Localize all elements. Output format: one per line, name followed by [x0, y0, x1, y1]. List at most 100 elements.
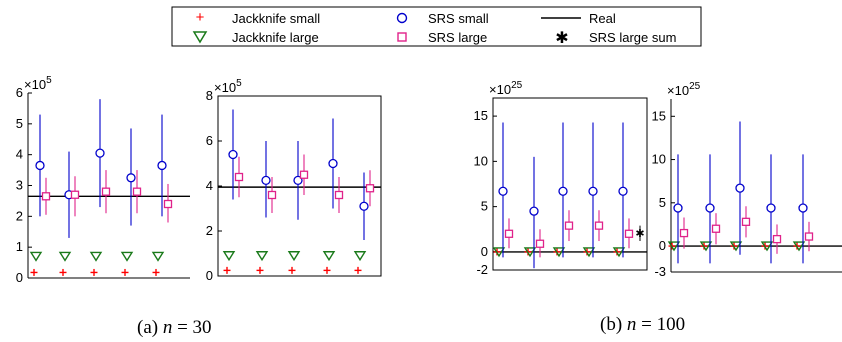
- jk-large-point: [492, 247, 506, 258]
- legend-label-real: Real: [589, 11, 616, 26]
- srs-small-point: [618, 186, 628, 196]
- y-tick-label: 5: [659, 195, 666, 210]
- y-tick-label: 2: [206, 223, 213, 238]
- srs-large-point: [594, 221, 604, 230]
- chart-panel-a1: 0 1 2 3 4 5 6×105: [16, 75, 190, 285]
- jk-small-point: [90, 268, 98, 276]
- srs-small-point: [498, 186, 508, 196]
- jk-large-point: [255, 251, 269, 262]
- jk-large-point: [667, 241, 681, 252]
- y-tick-label: 6: [206, 133, 213, 148]
- jk-small-point: [354, 266, 362, 274]
- legend-label-srs-large: SRS large: [428, 30, 487, 45]
- jk-small-point: [30, 268, 38, 276]
- srs-small-point: [673, 203, 683, 213]
- srs-large-point: [365, 184, 375, 193]
- srs-large-point: [334, 190, 344, 200]
- srs-large-point: [299, 170, 309, 179]
- jk-large-point: [58, 251, 72, 262]
- jk-small-point: [288, 266, 296, 274]
- chart-panel-a2: 0 2 4 6 8×105: [206, 78, 382, 283]
- caption-b: (b) n = 100: [600, 314, 685, 335]
- y-tick-label: 0: [659, 238, 666, 253]
- srs-large-point: [70, 190, 80, 199]
- y-tick-label: 5: [481, 199, 488, 214]
- legend-marker-srs-sum: ✱: [555, 30, 568, 47]
- y-tick-label: 8: [206, 88, 213, 103]
- chart-panel-b1: -2 0 5 10 15×1025 ✱: [474, 80, 648, 277]
- jk-large-point: [120, 251, 134, 262]
- srs-large-point: [564, 221, 574, 230]
- jk-small-point: [59, 268, 67, 276]
- plot-frame: [492, 97, 648, 271]
- srs-large-point: [504, 229, 514, 238]
- srs-small-point: [126, 173, 136, 183]
- srs-large-point: [234, 172, 244, 182]
- jk-large-point: [89, 251, 103, 262]
- jk-large-point: [222, 251, 236, 262]
- y-multiplier: ×1025: [667, 81, 701, 98]
- y-tick-label: -2: [476, 262, 488, 277]
- jk-large-point: [523, 247, 537, 258]
- legend-label-srs-sum: SRS large sum: [589, 30, 676, 45]
- y-tick-label: 10: [474, 153, 488, 168]
- srs-large-point: [624, 229, 634, 238]
- legend-marker-srs-large: [397, 32, 407, 42]
- srs-small-point: [735, 183, 745, 193]
- jk-small-point: [323, 266, 331, 274]
- y-tick-label: 2: [16, 208, 23, 223]
- srs-small-point: [798, 203, 808, 213]
- srs-large-point: [741, 217, 751, 226]
- caption-a: (a) n = 30: [137, 317, 212, 338]
- srs-large-point: [267, 190, 277, 200]
- srs-large-point: [101, 187, 111, 196]
- srs-small-point: [228, 149, 238, 160]
- y-tick-label: 15: [652, 108, 666, 123]
- chart-panel-b2: -3 0 5 10 15×1025: [652, 81, 842, 279]
- srs-small-point: [529, 206, 539, 216]
- srs-large-point: [535, 239, 545, 248]
- jk-small-point: [152, 268, 160, 276]
- srs-large-point: [163, 199, 173, 209]
- srs-small-point: [35, 160, 45, 171]
- srs-large-point: [804, 232, 814, 241]
- srs-small-point: [328, 158, 338, 169]
- jk-large-point: [151, 251, 165, 262]
- y-tick-label: 15: [474, 108, 488, 123]
- y-tick-label: 5: [16, 116, 23, 131]
- y-multiplier: ×105: [214, 78, 242, 95]
- legend: + Jackknife small Jackknife large SRS sm…: [171, 6, 702, 47]
- srs-small-point: [558, 186, 568, 196]
- y-multiplier: ×1025: [489, 80, 523, 97]
- y-tick-label: 0: [481, 244, 488, 259]
- srs-large-point: [41, 192, 51, 201]
- jk-small-point: [223, 266, 231, 274]
- srs-small-point: [766, 203, 776, 213]
- srs-large-point: [772, 234, 782, 244]
- srs-small-point: [95, 148, 105, 158]
- y-tick-label: 1: [16, 239, 23, 254]
- jk-small-point: [256, 266, 264, 274]
- jk-large-point: [322, 251, 336, 262]
- legend-label-srs-small: SRS small: [428, 11, 489, 26]
- srs-small-point: [157, 160, 167, 171]
- plot-frame: [217, 95, 382, 277]
- y-tick-label: 3: [16, 178, 23, 193]
- srs-small-point: [705, 203, 715, 213]
- y-tick-label: -3: [654, 264, 666, 279]
- jk-large-point: [29, 251, 43, 262]
- srs-small-point: [588, 186, 598, 196]
- srs-large-point: [679, 228, 689, 238]
- y-tick-label: 4: [206, 178, 213, 193]
- jk-small-point: [121, 268, 129, 276]
- srs-small-point: [261, 175, 271, 186]
- y-tick-label: 6: [16, 85, 23, 100]
- srs-large-point: [132, 187, 142, 196]
- y-multiplier: ×105: [24, 75, 52, 92]
- legend-marker-srs-small: [396, 12, 408, 24]
- jk-large-point: [760, 241, 774, 252]
- jk-large-point: [792, 241, 806, 252]
- y-tick-label: 0: [16, 270, 23, 285]
- jk-large-point: [552, 247, 566, 258]
